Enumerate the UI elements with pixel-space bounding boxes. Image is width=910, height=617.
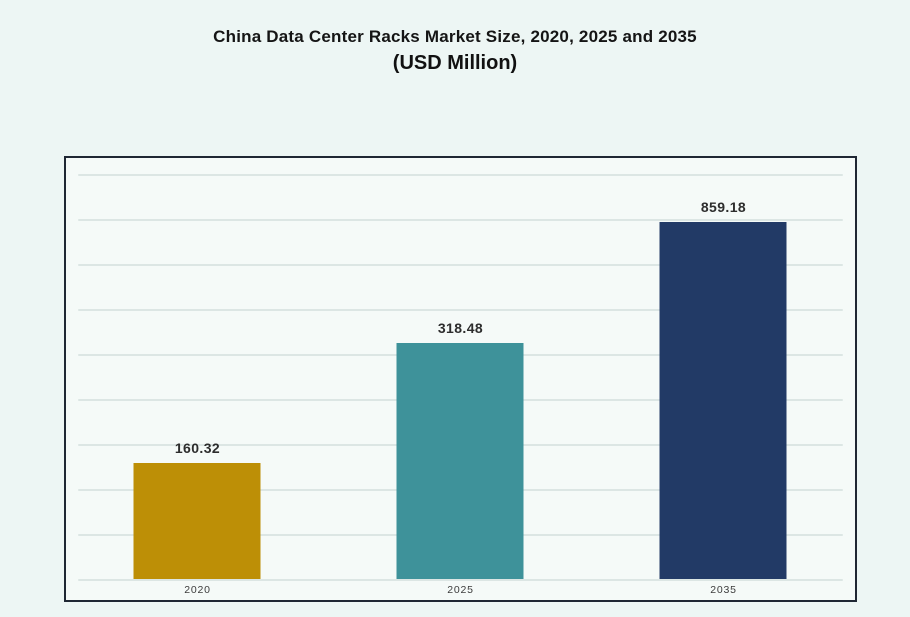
value-label-2020: 160.32 <box>174 440 221 456</box>
gridline <box>78 264 843 266</box>
bar-2025 <box>396 343 524 579</box>
bar-slot-2025: 318.48 2025 <box>329 158 592 600</box>
x-axis-label-2035: 2035 <box>710 584 737 596</box>
gridline <box>78 579 843 581</box>
bar-2035 <box>659 222 787 579</box>
x-axis-label-2025: 2025 <box>447 584 474 596</box>
chart-title: China Data Center Racks Market Size, 202… <box>213 27 697 46</box>
bar-slot-2035: 859.18 2035 <box>592 158 855 600</box>
value-label-2025: 318.48 <box>437 320 484 336</box>
x-axis-label-2020: 2020 <box>184 584 211 596</box>
bar-slot-2020: 160.32 2020 <box>66 158 329 600</box>
gridline <box>78 174 843 176</box>
value-label-2035: 859.18 <box>700 199 747 215</box>
gridline <box>78 219 843 221</box>
plot-area: 160.32 2020 318.48 2025 859.18 2035 <box>64 156 857 602</box>
chart-subtitle: (USD Million) <box>392 52 518 74</box>
bar-2020 <box>133 463 261 579</box>
gridline <box>78 309 843 311</box>
chart-figure: China Data Center Racks Market Size, 202… <box>0 27 910 617</box>
